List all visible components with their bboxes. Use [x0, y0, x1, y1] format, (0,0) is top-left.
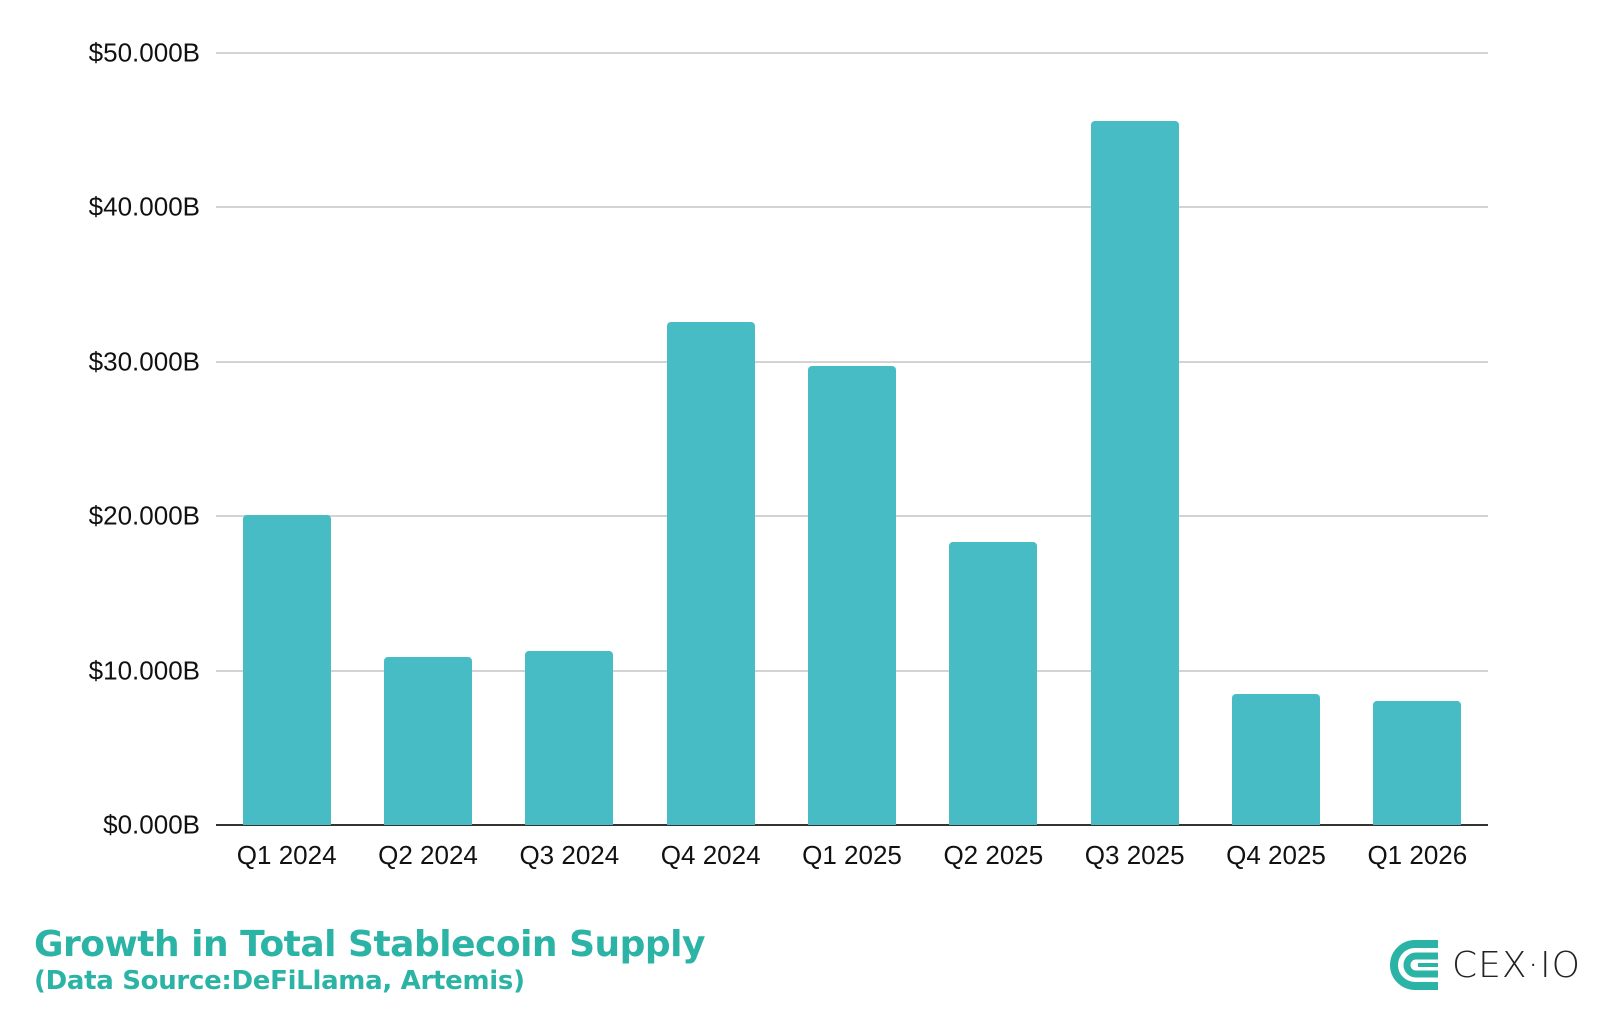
bar-q1-2024 — [242, 514, 331, 825]
x-axis-tick-label: Q2 2024 — [378, 840, 478, 870]
bar-q4-2024 — [666, 321, 755, 825]
x-axis-tick-label: Q1 2024 — [236, 840, 337, 870]
x-axis-tick-label: Q1 2025 — [802, 840, 902, 870]
x-axis-tick-label: Q4 2025 — [1226, 840, 1326, 870]
gridline — [216, 360, 1488, 363]
y-axis-tick-label: $40.000B — [88, 191, 200, 222]
y-axis-tick-label: $10.000B — [88, 655, 200, 686]
bar-q3-2024 — [525, 650, 614, 825]
x-axis-tick-label: Q1 2026 — [1367, 840, 1468, 870]
gridline — [216, 52, 1488, 54]
cexio-logo-icon — [1390, 940, 1438, 990]
bar-q2-2025 — [949, 542, 1038, 825]
y-axis-tick-label: $0.000B — [103, 809, 200, 840]
logo-text: CEX·IO — [1452, 944, 1581, 986]
gridline — [216, 206, 1488, 209]
bar-q4-2025 — [1232, 693, 1320, 825]
x-axis-tick-label: Q3 2025 — [1084, 840, 1185, 870]
chart-title: Growth in Total Stablecoin Supply — [34, 924, 705, 965]
x-axis-tick-label: Q3 2024 — [519, 840, 620, 870]
chart-subtitle: (Data Source:DeFiLlama, Artemis) — [34, 966, 525, 996]
bar-chart: $0.000B $10.000B $20.000B $30.000B $40.000B $… — [88, 37, 1488, 870]
bar-q1-2025 — [808, 366, 896, 825]
y-axis-tick-label: $20.000B — [88, 500, 200, 531]
bar-q1-2026 — [1373, 701, 1462, 825]
y-axis-tick-label: $50.000B — [88, 37, 200, 68]
cexio-logo: CEX·IO — [1388, 938, 1581, 992]
x-axis-tick-label: Q4 2024 — [660, 840, 761, 870]
x-axis-tick-label: Q2 2025 — [943, 840, 1044, 870]
bar-q2-2024 — [384, 656, 472, 825]
y-axis-tick-label: $30.000B — [88, 346, 200, 377]
x-axis-line — [216, 824, 1488, 826]
bar-q3-2025 — [1090, 120, 1179, 825]
